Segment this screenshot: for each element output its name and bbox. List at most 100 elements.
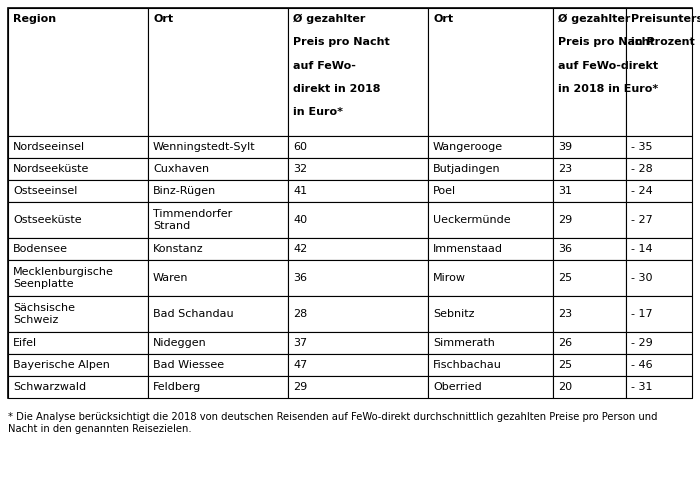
Bar [148, 296, 288, 332]
Text: Nideggen: Nideggen [153, 338, 206, 348]
Text: 28: 28 [293, 309, 307, 319]
Bar [8, 260, 148, 296]
Text: - 30: - 30 [631, 273, 652, 283]
Bar [148, 136, 288, 158]
Bar [626, 238, 692, 260]
Text: Oberried: Oberried [433, 382, 482, 392]
Text: 40: 40 [293, 215, 307, 225]
Bar [428, 354, 553, 376]
Bar [288, 238, 428, 260]
Bar [626, 8, 692, 136]
Text: Bodensee: Bodensee [13, 244, 68, 254]
Bar [8, 332, 148, 354]
Text: Bad Schandau: Bad Schandau [153, 309, 234, 319]
Text: * Die Analyse berücksichtigt die 2018 von deutschen Reisenden auf FeWo-direkt du: * Die Analyse berücksichtigt die 2018 vo… [8, 412, 657, 434]
Text: 36: 36 [293, 273, 307, 283]
Bar [553, 238, 626, 260]
Text: - 29: - 29 [631, 338, 652, 348]
Text: 25: 25 [558, 273, 572, 283]
Text: - 31: - 31 [631, 382, 652, 392]
Bar [626, 354, 692, 376]
Bar [553, 180, 626, 202]
Text: Wenningstedt-Sylt: Wenningstedt-Sylt [153, 142, 256, 152]
Text: - 35: - 35 [631, 142, 652, 152]
Bar [553, 158, 626, 180]
Bar [288, 8, 428, 136]
Bar [288, 332, 428, 354]
Text: Region: Region [13, 14, 56, 24]
Bar [553, 376, 626, 398]
Bar [288, 354, 428, 376]
Bar [626, 180, 692, 202]
Text: Nordseeinsel: Nordseeinsel [13, 142, 85, 152]
Bar [428, 136, 553, 158]
Text: Ueckermünde: Ueckermünde [433, 215, 510, 225]
Text: Nordseeküste: Nordseeküste [13, 164, 90, 174]
Text: Eifel: Eifel [13, 338, 37, 348]
Text: Wangerooge: Wangerooge [433, 142, 503, 152]
Text: Ort: Ort [153, 14, 173, 24]
Text: 23: 23 [558, 309, 572, 319]
Bar [148, 238, 288, 260]
Bar [8, 354, 148, 376]
Bar [553, 332, 626, 354]
Text: 37: 37 [293, 338, 307, 348]
Bar [428, 180, 553, 202]
Bar [626, 158, 692, 180]
Text: Mirow: Mirow [433, 273, 466, 283]
Text: Ø gezahlter

Preis pro Nacht

auf FeWo-direkt

in 2018 in Euro*: Ø gezahlter Preis pro Nacht auf FeWo-dir… [558, 14, 658, 94]
Bar [553, 8, 626, 136]
Bar [288, 260, 428, 296]
Bar [148, 354, 288, 376]
Text: Preisunterschied

in Prozent: Preisunterschied in Prozent [631, 14, 700, 47]
Bar [626, 296, 692, 332]
Text: Konstanz: Konstanz [153, 244, 204, 254]
Text: Bayerische Alpen: Bayerische Alpen [13, 360, 110, 370]
Bar [428, 238, 553, 260]
Text: Ostseeinsel: Ostseeinsel [13, 186, 78, 196]
Text: 36: 36 [558, 244, 572, 254]
Bar [626, 376, 692, 398]
Bar [288, 202, 428, 238]
Text: Ort: Ort [433, 14, 453, 24]
Bar [288, 376, 428, 398]
Text: 26: 26 [558, 338, 572, 348]
Text: - 46: - 46 [631, 360, 652, 370]
Text: Feldberg: Feldberg [153, 382, 202, 392]
Text: Poel: Poel [433, 186, 456, 196]
Bar [288, 180, 428, 202]
Bar [626, 332, 692, 354]
Bar [428, 158, 553, 180]
Bar [8, 202, 148, 238]
Text: 25: 25 [558, 360, 572, 370]
Bar [626, 260, 692, 296]
Text: Bad Wiessee: Bad Wiessee [153, 360, 224, 370]
Bar [8, 8, 692, 398]
Bar [8, 136, 148, 158]
Bar [553, 354, 626, 376]
Text: Sebnitz: Sebnitz [433, 309, 475, 319]
Bar [148, 332, 288, 354]
Text: Simmerath: Simmerath [433, 338, 495, 348]
Text: Immenstaad: Immenstaad [433, 244, 503, 254]
Bar [8, 8, 148, 136]
Text: Butjadingen: Butjadingen [433, 164, 500, 174]
Text: Fischbachau: Fischbachau [433, 360, 502, 370]
Bar [428, 8, 553, 136]
Bar [148, 202, 288, 238]
Bar [148, 180, 288, 202]
Text: 29: 29 [293, 382, 307, 392]
Bar [288, 296, 428, 332]
Text: 42: 42 [293, 244, 307, 254]
Bar [428, 296, 553, 332]
Bar [8, 238, 148, 260]
Bar [148, 376, 288, 398]
Bar [288, 136, 428, 158]
Text: Mecklenburgische
Seenplatte: Mecklenburgische Seenplatte [13, 267, 114, 289]
Text: 29: 29 [558, 215, 573, 225]
Bar [148, 260, 288, 296]
Bar [288, 158, 428, 180]
Text: Binz-Rügen: Binz-Rügen [153, 186, 216, 196]
Bar [148, 158, 288, 180]
Bar [148, 8, 288, 136]
